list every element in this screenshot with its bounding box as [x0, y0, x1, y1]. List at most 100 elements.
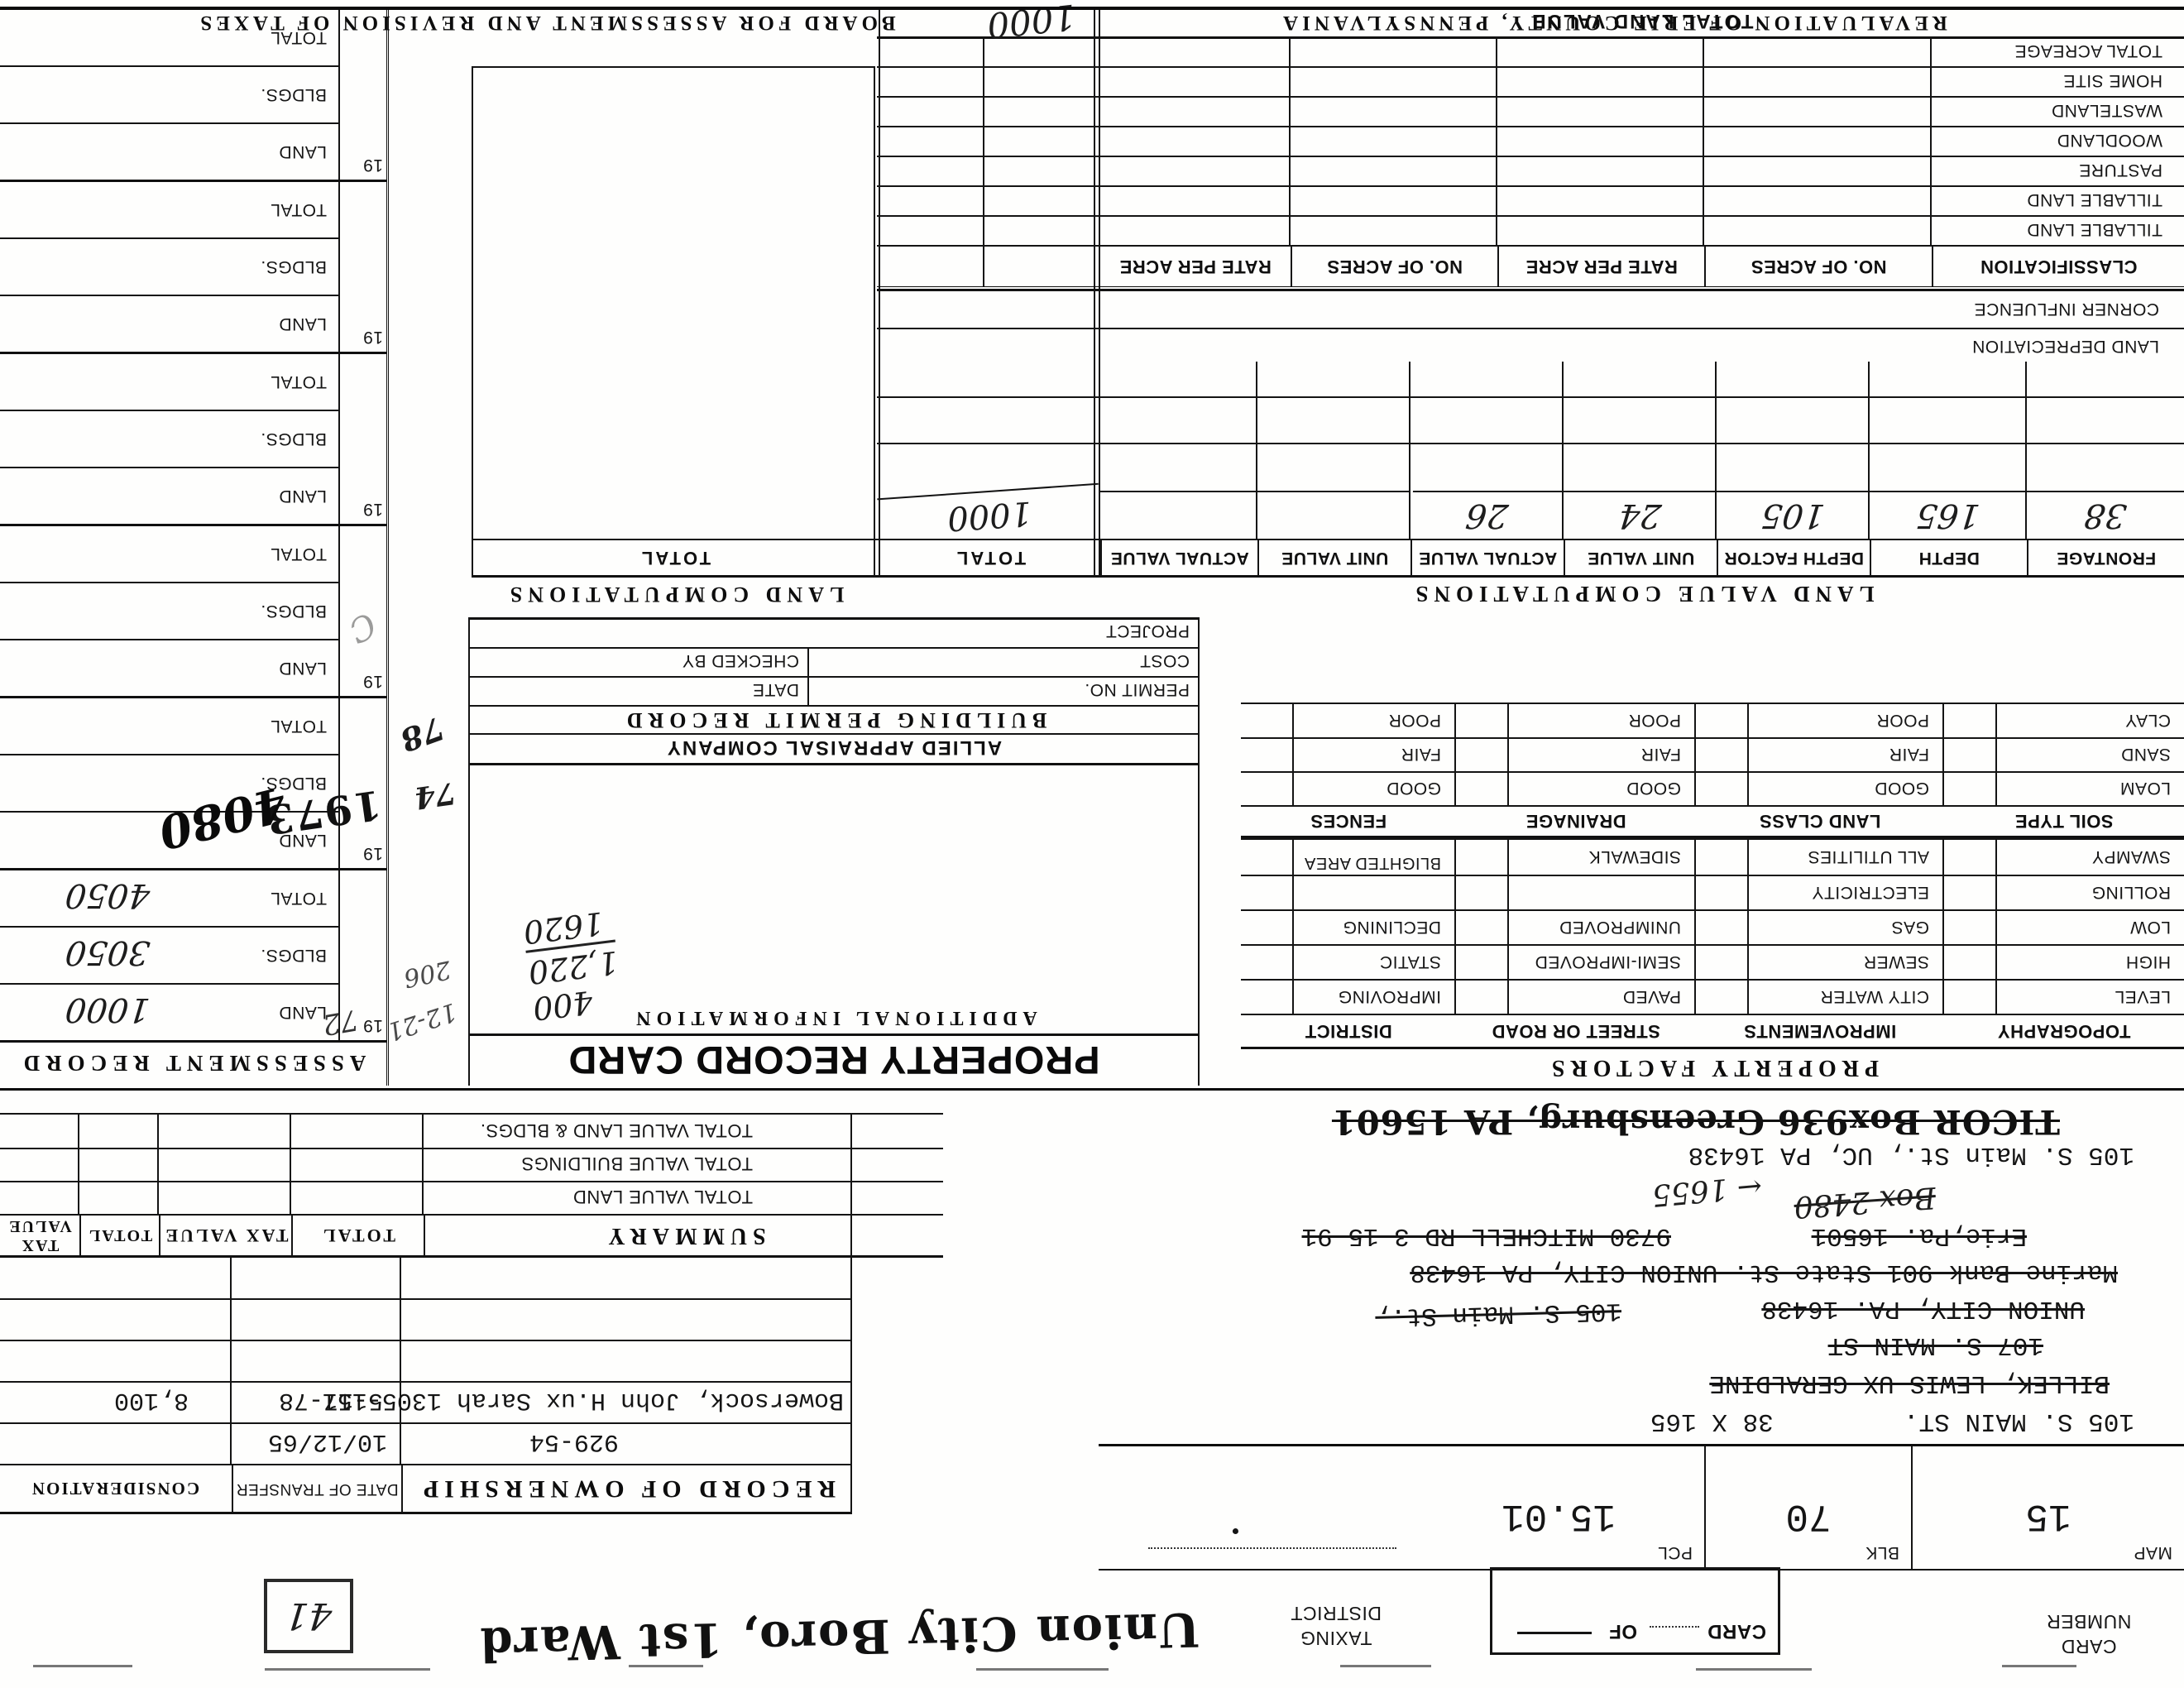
ownership-title: RECORD OF OWNERSHIP [417, 1475, 836, 1503]
factor-checkbox [1241, 979, 1294, 1014]
soil-option: GOOD [1294, 771, 1456, 805]
factor-checkbox [1456, 875, 1509, 909]
total-value-cell [0, 180, 199, 237]
blk-value: 70 [1785, 1494, 1832, 1537]
scan-artifact [1696, 1668, 1812, 1671]
acreage-row: PASTURE [877, 156, 2184, 185]
factor-checkbox [1456, 944, 1509, 979]
bldgs-label: BLDGS. [199, 410, 340, 467]
factor-checkbox [1241, 875, 1294, 909]
lvc-title: LAND VALUE COMPUTATIONS [1410, 582, 1875, 607]
appraisal-company-wrap: ALLIED APPRAISAL COMPANY [470, 735, 1198, 760]
center-column: PROPERTY RECORD CARD ADDITIONAL INFORMAT… [468, 617, 1200, 1086]
factor-header-street: STREET OR ROAD [1456, 1014, 1696, 1047]
address-street: 105 S. MAIN ST. [1903, 1407, 2134, 1436]
margin-year-74: 74 [412, 774, 458, 816]
transfer-date: 10/12/65 [267, 1427, 387, 1455]
row-label: TOTAL VALUE BUILDINGS [521, 1153, 753, 1174]
lvc-empty-cell [1257, 491, 1410, 539]
margin-scribble: 206 [400, 954, 454, 993]
map-cell: MAP 15 [1911, 1446, 2184, 1569]
total-label: TOTAL [199, 180, 340, 237]
factor-option: LEVEL [1997, 979, 2184, 1014]
factor-checkbox [1241, 838, 1294, 875]
total-value-cell [0, 352, 199, 410]
lvc-rule [877, 396, 2184, 398]
bldgs-value-cell [0, 237, 199, 295]
soil-option: LOAM [1997, 771, 2184, 805]
bldgs-label: BLDGS. [199, 237, 340, 295]
total-value-cell [0, 524, 199, 582]
address-line-mitchell-struck: 9730 MITCHELL RD 3-15-91 [1301, 1221, 1671, 1250]
land-value-cell [0, 639, 199, 696]
assessment-record-column: ASSESSMENT RECORD 19 72 LAND 1000 BLDGS.… [0, 7, 460, 1086]
ownership-row [0, 1340, 850, 1381]
summary-col-taxvalue-2: TAX VALUE [0, 1214, 79, 1255]
section-divider-rule [0, 1088, 2184, 1091]
land-depreciation-row: LAND DEPRECIATION [877, 328, 2184, 364]
soil-checkbox [1944, 737, 1997, 771]
factor-option: DECLINING [1294, 909, 1456, 944]
card-count-box: 41 [264, 1579, 353, 1653]
card-of-box: CARD OF [1490, 1567, 1780, 1655]
ticor-stamp-struck: TICOR Box936 Greensburg, PA 15601 [1331, 1102, 2060, 1141]
lvc-title-wrap: LAND VALUE COMPUTATIONS [1100, 581, 2184, 607]
land-computations-blank-box [472, 66, 875, 578]
soil-option: FAIR [1509, 737, 1696, 771]
factor-option: UNIMPROVED [1509, 909, 1696, 944]
margin-year-78: 78 [395, 709, 450, 760]
summary-col-taxvalue-1: TAX VALUE [159, 1214, 291, 1255]
property-factors-title: PROPERTY FACTORS [1545, 1055, 1880, 1081]
blk-cell: BLK 70 [1704, 1446, 1911, 1569]
bldgs-value-cell: 3050 [0, 926, 199, 983]
soil-option: POOR [1509, 703, 1696, 737]
lvc-unit-value: 24 [1560, 491, 1720, 539]
address-line-erie-struck: Erie,Pa. 16501 [1811, 1221, 2027, 1250]
address-line-107-struck: 107 S. MAIN ST [1827, 1331, 2043, 1360]
margin-scribble: 12-21 [383, 996, 461, 1047]
summary-row-land: TOTAL VALUE LAND [0, 1181, 943, 1214]
factor-checkbox [1696, 944, 1749, 979]
factor-option: LOW [1997, 909, 2184, 944]
factor-checkbox [1944, 979, 1997, 1014]
ownership-row [0, 1255, 850, 1298]
taxing-district-stamp: Union City Boro, 1st Ward [477, 1601, 1200, 1671]
pcl-label: PCL [1657, 1543, 1693, 1562]
factor-option: ROLLING [1997, 875, 2184, 909]
land-value-cell [0, 467, 199, 524]
card-number-label: CARD NUMBER [2046, 1611, 2132, 1657]
soil-option: POOR [1749, 703, 1944, 737]
factor-checkbox [1944, 875, 1997, 909]
lvc-depth-factor-value: 105 [1713, 491, 1873, 539]
total-label: TOTAL [199, 868, 340, 926]
factor-checkbox [1696, 875, 1749, 909]
soil-option: CLAY [1997, 703, 2184, 737]
total-value: 4050 [63, 876, 152, 914]
soil-checkbox [1944, 703, 1997, 737]
permit-checkedby-cell: CHECKED BY [470, 647, 809, 676]
year-cell: 19 [340, 155, 383, 175]
card-title: PROPERTY RECORD CARD [568, 1038, 1100, 1083]
acreage-col-rate-2: RATE PER ACRE [1100, 245, 1291, 286]
footer-right-wrap: BOARD FOR ASSESSMENT AND REVISION OF TAX… [50, 10, 1042, 35]
appraisal-company: ALLIED APPRAISAL COMPANY [665, 736, 1003, 759]
factor-checkbox [1944, 838, 1997, 875]
scan-artifact [976, 1668, 1109, 1671]
soil-header: DRAINAGE [1456, 805, 1696, 838]
building-permit-title: BUILDING PERMIT RECORD [620, 708, 1047, 732]
factor-checkbox [1456, 838, 1509, 875]
handwritten-1655: ← 1655 [1650, 1168, 1764, 1212]
summary-col-total-2: TOTAL [79, 1214, 159, 1255]
factor-option: SIDEWALK [1509, 838, 1696, 875]
lvc-col: FRONTAGE [2027, 539, 2184, 575]
factor-header-topography: TOPOGRAPHY [1944, 1014, 2184, 1047]
ownership-date-col-header: DATE OF TRANSFER [232, 1464, 401, 1512]
land-label: LAND [199, 639, 340, 696]
assessment-group: 19 72 LAND 1000 BLDGS. 3050 TOTAL 4050 [0, 868, 386, 1043]
factor-checkbox [1241, 944, 1294, 979]
bldgs-value-cell [0, 65, 199, 122]
land-computations-title: LAND COMPUTATIONS [504, 583, 845, 607]
footer-revaluation: REVALUATION OF ERIE COUNTY, PENNSYLVANIA [1279, 12, 1947, 34]
factor-checkbox [1241, 909, 1294, 944]
bldgs-label: BLDGS. [199, 65, 340, 122]
